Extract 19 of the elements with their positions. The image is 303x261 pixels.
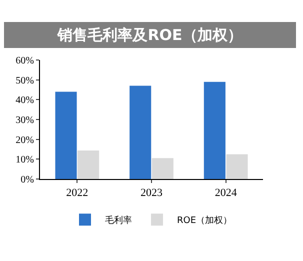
bar: [78, 150, 100, 179]
bar: [204, 82, 226, 179]
chart-title: 销售毛利率及ROE（加权）: [4, 22, 296, 48]
bar: [55, 92, 77, 179]
y-tick-label: 40%: [16, 95, 34, 106]
y-tick-label: 60%: [16, 56, 34, 66]
legend-label: ROE（加权）: [177, 215, 232, 226]
x-tick-label: 2023: [140, 187, 163, 200]
y-tick-label: 0%: [20, 174, 34, 186]
bar: [226, 154, 248, 179]
y-tick-label: 10%: [16, 154, 34, 166]
x-tick-label: 2024: [214, 187, 238, 200]
y-tick-label: 20%: [16, 134, 34, 146]
x-tick-label: 2022: [66, 187, 88, 200]
bar: [130, 86, 152, 179]
bar: [152, 158, 174, 179]
y-tick-label: 50%: [16, 75, 34, 86]
legend-label: 毛利率: [105, 215, 132, 226]
y-tick-label: 30%: [16, 115, 34, 126]
